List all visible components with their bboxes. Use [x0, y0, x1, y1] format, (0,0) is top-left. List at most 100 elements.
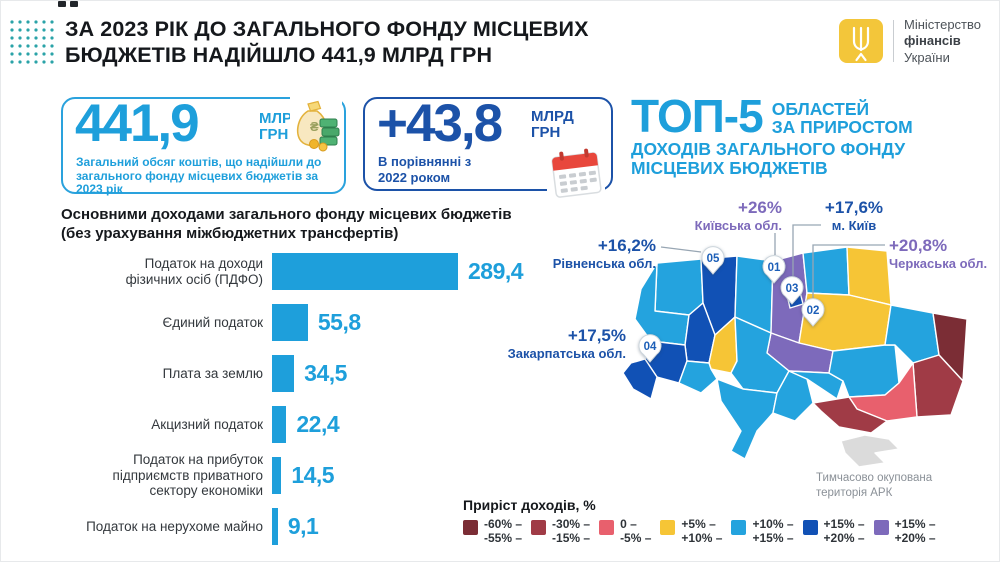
- bar-value-label: 55,8: [317, 309, 361, 335]
- growth-description: В порівнянні з 2022 роком: [378, 154, 472, 186]
- bar-row: Податок на нерухоме майно 9,1: [61, 501, 541, 552]
- bar: [272, 253, 458, 290]
- legend-swatch: [731, 520, 747, 535]
- calendar-icon: [547, 141, 605, 203]
- annotation-zakarpattia: +17,5% Закарпатська обл.: [507, 326, 626, 362]
- legend-swatch: [873, 520, 889, 535]
- bar-chart-rows: Податок на доходи фізичних осіб (ПДФО) 289…: [61, 246, 541, 552]
- bar: [272, 508, 278, 545]
- ministry-logo: Міністерство фінансів України: [839, 17, 981, 66]
- map-legend: Приріст доходів, % -60% – -55% – -30% – -15…: [463, 497, 936, 546]
- legend-item: +10% – +15% –: [731, 517, 794, 546]
- map-region-volyn: [654, 258, 704, 316]
- corner-mark: [58, 1, 78, 7]
- bar: [272, 457, 282, 494]
- legend-item: +5% – +10% –: [660, 517, 722, 546]
- ukraine-choropleth-map: 01 02 03 04 05: [622, 224, 968, 468]
- svg-text:01: 01: [768, 262, 781, 274]
- annotation-kyivska: +26% Київська обл.: [694, 198, 782, 234]
- map-region-donetsk: [912, 354, 964, 418]
- logo-line1: Міністерство: [904, 17, 981, 32]
- logo-divider: [893, 20, 894, 63]
- dots-pattern-decoration: [10, 20, 54, 64]
- connector-kyiv-city: [792, 224, 821, 276]
- svg-text:05: 05: [707, 253, 720, 265]
- bar-value-label: 9,1: [287, 513, 319, 539]
- stat-box-growth: +43,8 МЛРД ГРН В порівнянні з 2022 роком: [363, 94, 613, 203]
- map-region-zakarpattia: [622, 358, 658, 400]
- bar: [272, 355, 295, 392]
- map-region-chernivtsi: [678, 360, 718, 394]
- page-title-line2: БЮДЖЕТІВ НАДІЙШЛО 441,9 МЛРД ГРН: [65, 43, 493, 68]
- bar-category-label: Акцизний податок: [151, 416, 263, 432]
- bar-value-label: 34,5: [304, 360, 347, 386]
- chart-title: Основними доходами загального фонду місц…: [61, 206, 512, 242]
- bar-value-label: 289,4: [468, 258, 524, 284]
- legend-item: -60% – -55% –: [463, 517, 522, 546]
- growth-value: +43,8: [377, 94, 503, 153]
- legend-range-label: +15% – +20% –: [894, 517, 936, 546]
- map-pin-01: 01: [762, 255, 786, 284]
- annotation-kyiv-city: +17,6% м. Київ: [824, 198, 884, 234]
- svg-text:03: 03: [786, 283, 799, 295]
- bar-row: Акцизний податок 22,4: [61, 399, 541, 450]
- legend-swatch: [463, 520, 478, 535]
- map-pins: 01 02 03 04 05: [638, 246, 825, 363]
- legend-item: 0 – -5% –: [599, 517, 651, 546]
- legend-items: -60% – -55% – -30% – -15% – 0 – -5% – +5% – +10…: [463, 517, 936, 546]
- bar-category-label: Податок на нерухоме майно: [86, 518, 263, 534]
- connector-rivne: [660, 246, 702, 253]
- map-region-chernihiv: [802, 246, 850, 296]
- bar-category-label: Плата за землю: [162, 365, 263, 381]
- bar-category-label: Податок на доходи фізичних осіб (ПДФО): [125, 255, 263, 287]
- top5-line2: ДОХОДІВ ЗАГАЛЬНОГО ФОНДУ: [631, 139, 906, 159]
- map-region-kherson: [812, 396, 888, 434]
- legend-range-label: +10% – +15% –: [752, 517, 794, 546]
- annotation-cherkasy: +20,8% Черкаська обл.: [889, 236, 988, 272]
- map-region-crimea-occupied: [840, 434, 900, 468]
- legend-range-label: 0 – -5% –: [620, 517, 652, 546]
- bar-value-label: 22,4: [296, 411, 340, 437]
- legend-swatch: [531, 520, 547, 535]
- page-title: ЗА 2023 РІК ДО ЗАГАЛЬНОГО ФОНДУ МІСЦЕВИХ…: [65, 16, 589, 68]
- legend-swatch: [802, 520, 818, 535]
- map-pin-05: 05: [701, 246, 725, 275]
- svg-text:₴: ₴: [310, 119, 319, 134]
- bar-category-label: Єдиний податок: [162, 314, 263, 330]
- logo-line3: України: [904, 49, 950, 65]
- map-pin-04: 04: [638, 334, 662, 363]
- legend-item: -30% – -15% –: [531, 517, 590, 546]
- connector-cherkasy: [812, 244, 885, 298]
- legend-swatch: [660, 520, 676, 535]
- legend-range-label: -30% – -15% –: [552, 517, 591, 546]
- bar: [272, 406, 287, 443]
- legend-range-label: +15% – +20% –: [823, 517, 865, 546]
- top5-line3: МІСЦЕВИХ БЮДЖЕТІВ: [631, 158, 828, 179]
- svg-text:02: 02: [807, 305, 820, 317]
- bar-row: Плата за землю 34,5: [61, 348, 541, 399]
- growth-unit: МЛРД ГРН: [531, 108, 574, 142]
- legend-range-label: -60% – -55% –: [484, 517, 523, 546]
- bar-value-label: 14,5: [291, 462, 335, 488]
- total-value: 441,9: [75, 94, 200, 153]
- logo-line2: фінансів: [904, 33, 961, 49]
- bar-row: Єдиний податок 55,8: [61, 297, 541, 348]
- map-region-odesa: [716, 378, 778, 460]
- total-description: Загальний обсяг коштів, що надійшли до з…: [76, 155, 322, 197]
- bar: [272, 304, 308, 341]
- annotation-rivne: +16,2% Рівненська обл.: [552, 236, 656, 272]
- bar-row: Податок на доходи фізичних осіб (ПДФО) 289…: [61, 246, 541, 297]
- occupied-territory-note: Тимчасово окупована територія АРК: [816, 472, 933, 499]
- top5-side-text: ОБЛАСТЕЙ ЗА ПРИРОСТОМ: [771, 99, 913, 138]
- map-pin-02: 02: [801, 298, 825, 327]
- money-bag-icon: ₴: [290, 91, 342, 153]
- top5-heading: ТОП-5 ОБЛАСТЕЙ ЗА ПРИРОСТОМ ДОХОДІВ ЗАГА…: [631, 93, 913, 179]
- map-connector-lines: [660, 224, 885, 298]
- svg-text:04: 04: [644, 341, 657, 353]
- trident-icon: [839, 19, 883, 64]
- bar-category-label: Податок на прибуток підприємств приватног…: [112, 452, 263, 499]
- legend-item: +15% – +20% –: [873, 517, 936, 546]
- legend-swatch: [599, 520, 615, 535]
- legend-title: Приріст доходів, %: [463, 497, 596, 513]
